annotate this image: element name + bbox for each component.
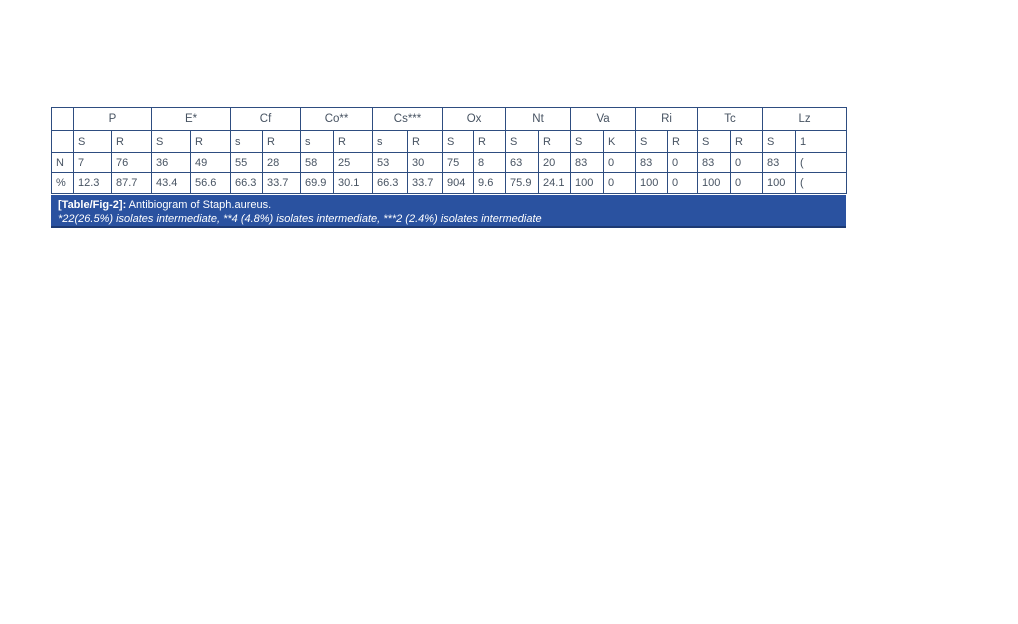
antibiotic-group-header: Co**	[300, 107, 374, 131]
antibiotic-group-header: Va	[570, 107, 637, 131]
value-cell: 0	[730, 172, 764, 194]
value-cell: 25	[333, 152, 374, 173]
value-cell: (	[795, 152, 848, 173]
value-cell: 20	[538, 152, 572, 173]
value-cell: 69.9	[300, 172, 335, 194]
value-cell: 49	[190, 152, 232, 173]
antibiotic-group-header: Cf	[230, 107, 302, 131]
subheader-cell: S	[151, 130, 192, 153]
value-cell: (	[795, 172, 848, 194]
value-cell: 58	[300, 152, 335, 173]
value-cell: 100	[697, 172, 732, 194]
caption-title-line: [Table/Fig-2]: Antibiogram of Staph.aure…	[58, 198, 839, 212]
subheader-label-cell	[51, 130, 74, 153]
value-cell: 83	[762, 152, 797, 173]
value-cell: 83	[635, 152, 669, 173]
row-label-cell: N	[51, 152, 74, 173]
subheader-cell: K	[603, 130, 637, 153]
subheader-cell: R	[110, 130, 153, 153]
subheader-cell: R	[667, 130, 699, 153]
subheader-cell: S	[73, 130, 112, 153]
value-cell: 904	[442, 172, 475, 194]
subheader-cell: S	[505, 130, 540, 153]
value-cell: 56.6	[190, 172, 232, 194]
value-cell: 28	[262, 152, 302, 173]
value-cell: 36	[151, 152, 192, 173]
subheader-cell: S	[442, 130, 475, 153]
antibiotic-group-header: Tc	[697, 107, 764, 131]
value-cell: 0	[603, 152, 637, 173]
value-cell: 75.9	[505, 172, 540, 194]
subheader-cell: R	[473, 130, 507, 153]
value-cell: 63	[505, 152, 540, 173]
value-cell: 33.7	[407, 172, 444, 194]
value-cell: 100	[762, 172, 797, 194]
value-cell: 8	[473, 152, 507, 173]
row-label-cell: %	[51, 172, 74, 194]
value-cell: 66.3	[230, 172, 264, 194]
value-cell: 0	[667, 172, 699, 194]
antibiotic-group-header: Ri	[635, 107, 699, 131]
antibiotic-group-header: P	[72, 107, 153, 131]
antibiotic-group-header: Nt	[505, 107, 572, 131]
value-cell: 0	[667, 152, 699, 173]
value-cell: 66.3	[372, 172, 409, 194]
subheader-cell: 1	[795, 130, 848, 153]
value-cell: 76	[110, 152, 153, 173]
subheader-cell: s	[300, 130, 335, 153]
value-cell: 75	[442, 152, 475, 173]
subheader-cell: S	[697, 130, 732, 153]
table-row: N 7 76 36 49 55 28 58 25 53 30 75 8 63 20 83 0 83 0 83 0 83(	[51, 152, 848, 173]
value-cell: 24.1	[538, 172, 572, 194]
value-cell: 83	[697, 152, 732, 173]
antibiotic-group-header: E*	[151, 107, 232, 131]
subheader-cell: R	[407, 130, 444, 153]
subheader-cell: s	[372, 130, 409, 153]
caption-title: Antibiogram of Staph.aureus.	[126, 199, 272, 211]
antibiotic-group-header: Ox	[442, 107, 507, 131]
table-caption: [Table/Fig-2]: Antibiogram of Staph.aure…	[51, 195, 846, 228]
value-cell: 0	[603, 172, 637, 194]
value-cell: 0	[730, 152, 764, 173]
table-row: % 12.3 87.7 43.4 56.6 66.3 33.7 69.9 30.1 66.3 33.…	[51, 172, 848, 194]
value-cell: 87.7	[110, 172, 153, 194]
value-cell: 53	[372, 152, 409, 173]
value-cell: 12.3	[73, 172, 112, 194]
value-cell: 100	[570, 172, 605, 194]
subheader-cell: S	[635, 130, 669, 153]
subheader-cell: R	[730, 130, 764, 153]
corner-cell	[51, 107, 74, 131]
antibiotic-group-header: Lz	[762, 107, 848, 131]
subheader-cell: R	[538, 130, 572, 153]
subheader-cell: S	[762, 130, 797, 153]
subheader-cell: S	[570, 130, 605, 153]
table-body: N 7 76 36 49 55 28 58 25 53 30 75 8 63 20 83 0 83 0 83 0 83(%…	[51, 152, 848, 194]
antibiotic-group-header: Cs***	[372, 107, 444, 131]
value-cell: 43.4	[151, 172, 192, 194]
value-cell: 30.1	[333, 172, 374, 194]
subheader-cell: R	[190, 130, 232, 153]
caption-tag: [Table/Fig-2]:	[58, 199, 127, 211]
subheader-cell: s	[230, 130, 264, 153]
value-cell: 100	[635, 172, 669, 194]
value-cell: 9.6	[473, 172, 507, 194]
value-cell: 7	[73, 152, 112, 173]
value-cell: 30	[407, 152, 444, 173]
caption-footnote: *22(26.5%) isolates intermediate, **4 (4…	[58, 213, 542, 225]
subheader-cell: R	[333, 130, 374, 153]
value-cell: 33.7	[262, 172, 302, 194]
value-cell: 55	[230, 152, 264, 173]
value-cell: 83	[570, 152, 605, 173]
subheader-cell: R	[262, 130, 302, 153]
